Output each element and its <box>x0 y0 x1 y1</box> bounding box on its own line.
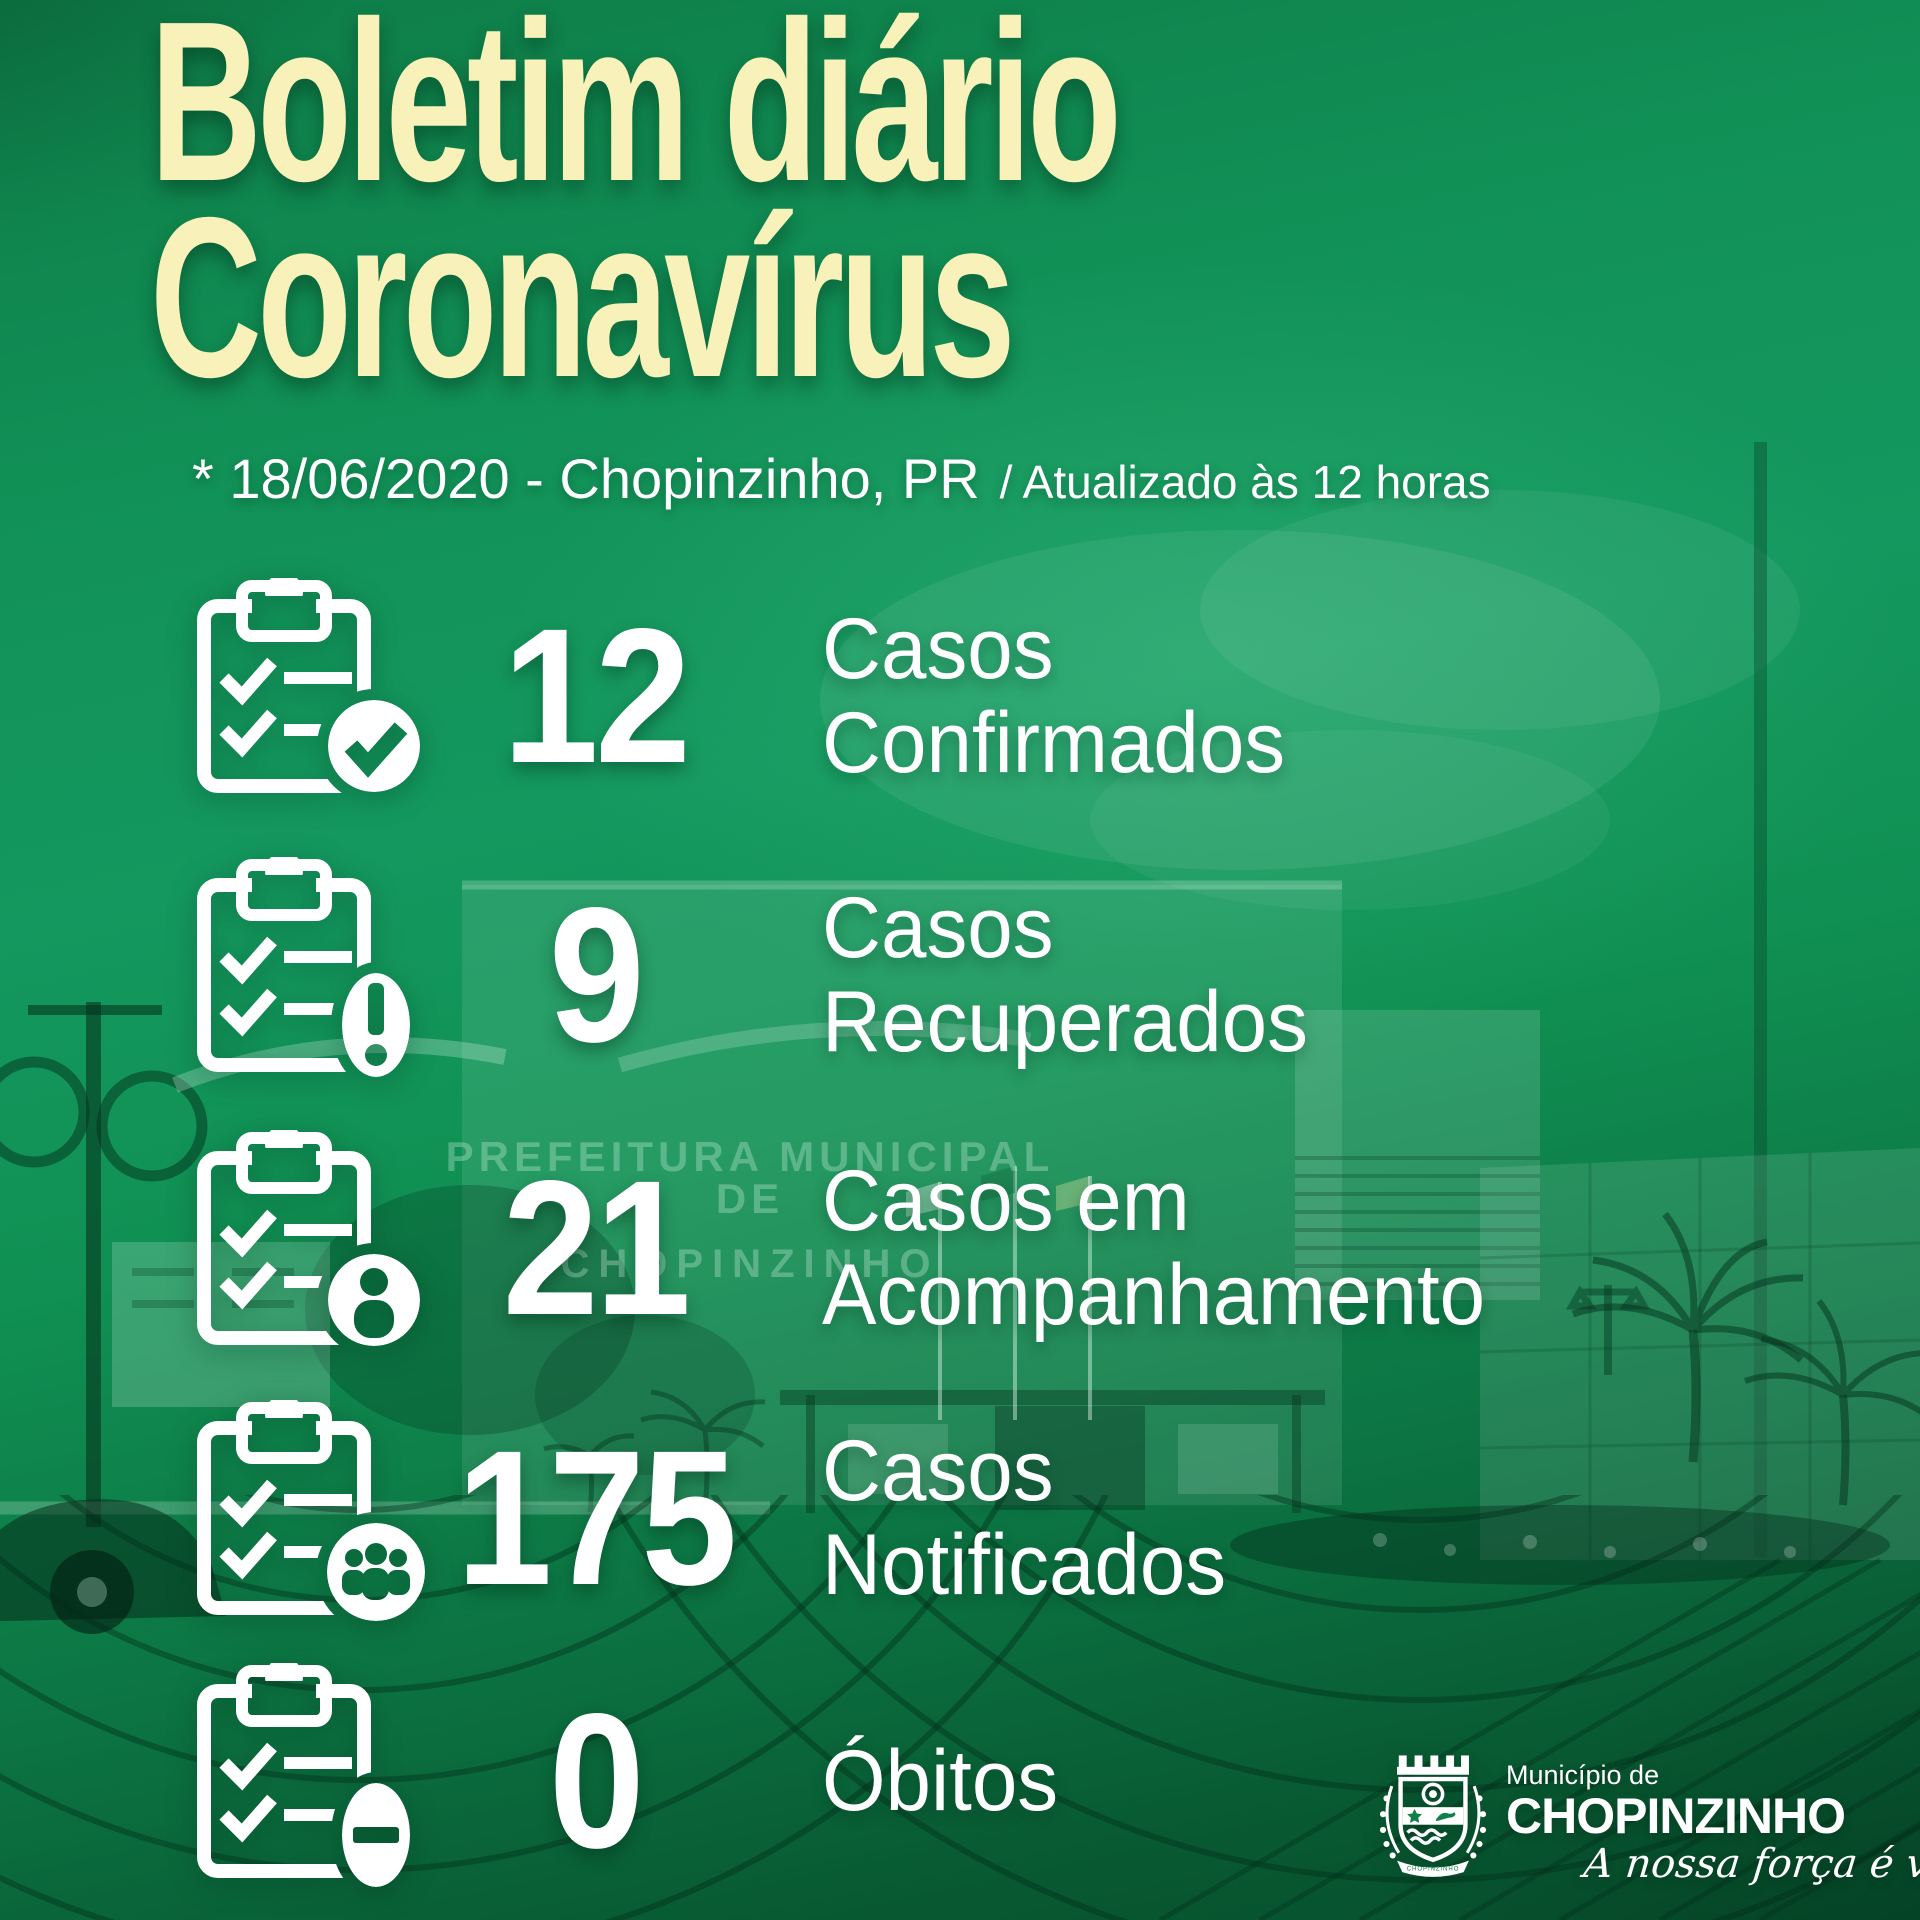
logo-tagline: A nossa força é você <box>1581 1841 1920 1887</box>
coat-of-arms-icon: CHOPINZINHO <box>1379 1755 1487 1877</box>
logo-org-prefix: Município de <box>1506 1760 1660 1790</box>
stat-label-line1: Casos em <box>822 1152 1190 1249</box>
stat-label-notified: Casos Notificados <box>822 1424 1226 1612</box>
stat-row-confirmed: 12 Casos Confirmados <box>0 578 1920 813</box>
clipboard-group-icon <box>196 1400 426 1635</box>
logo-org-name: CHOPINZINHO <box>1506 1788 1846 1844</box>
stat-row-deaths: 0 Óbitos <box>0 1663 1920 1898</box>
stat-label-line1: Casos <box>822 879 1054 976</box>
stat-row-notified: 175 Casos Notificados <box>0 1400 1920 1635</box>
stat-row-monitoring: 21 Casos em Acompanhamento <box>0 1130 1920 1365</box>
subtitle: * 18/06/2020 - Chopinzinho, PR / Atualiz… <box>192 446 1491 511</box>
stat-value-deaths: 0 <box>548 1673 645 1888</box>
stat-value-notified: 175 <box>456 1410 737 1625</box>
building-sign: PREFEITURA MUNICIPAL DE CHOPINZINHO <box>430 1133 1070 1286</box>
clipboard-minus-icon <box>196 1663 426 1898</box>
municipality-logo: CHOPINZINHO Município de CHOPINZINHO A n… <box>1376 1744 1920 1887</box>
coat-banner-text: CHOPINZINHO <box>1407 1865 1460 1872</box>
stat-label-line2: Confirmados <box>822 694 1286 791</box>
page-title: Boletim diário Coronavírus <box>150 0 1122 425</box>
stat-label-line2: Notificados <box>822 1516 1227 1613</box>
page-title-line1: Boletim diário <box>150 0 1122 229</box>
logo-text: Município de CHOPINZINHO A nossa força é… <box>1506 1744 1920 1887</box>
stat-label-confirmed: Casos Confirmados <box>822 602 1285 790</box>
stat-value-monitoring: 21 <box>502 1140 691 1355</box>
stat-value-confirmed: 12 <box>502 588 691 803</box>
stat-label-deaths: Óbitos <box>822 1734 1058 1828</box>
building-sign-line1: PREFEITURA MUNICIPAL DE <box>445 1133 1055 1222</box>
building-sign-line2: CHOPINZINHO <box>560 1242 940 1286</box>
subtitle-date-location: * 18/06/2020 - Chopinzinho, PR <box>192 447 980 510</box>
stat-label-line2: Recuperados <box>822 973 1308 1070</box>
clipboard-person-icon <box>196 1130 426 1365</box>
stat-label-line1: Casos <box>822 1422 1054 1519</box>
page-title-line2: Coronavírus <box>150 171 1016 425</box>
clipboard-check-icon <box>196 578 426 813</box>
stat-row-recovered: 9 Casos Recuperados <box>0 857 1920 1092</box>
subtitle-updated-note: / Atualizado às 12 horas <box>999 456 1491 508</box>
stat-label-line1: Óbitos <box>822 1732 1059 1829</box>
clipboard-exclamation-icon <box>196 857 426 1092</box>
stat-label-line2: Acompanhamento <box>822 1246 1486 1343</box>
stat-label-monitoring: Casos em Acompanhamento <box>822 1154 1485 1342</box>
stat-label-recovered: Casos Recuperados <box>822 881 1308 1069</box>
stat-label-line1: Casos <box>822 600 1054 697</box>
stat-value-recovered: 9 <box>548 867 645 1082</box>
